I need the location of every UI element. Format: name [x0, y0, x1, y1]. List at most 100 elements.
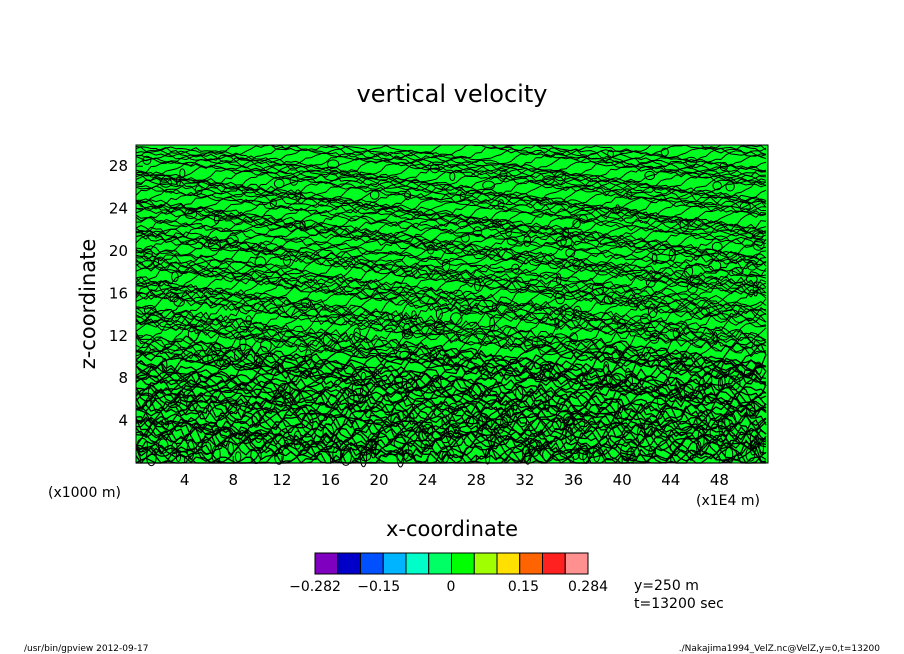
- y-tick-label: 12: [109, 327, 128, 345]
- contour-line: [135, 197, 767, 220]
- x-tick-label: 32: [515, 471, 534, 489]
- contour-line: [135, 261, 767, 291]
- contour-loop: [435, 323, 445, 336]
- contour-loop: [429, 349, 438, 362]
- contour-loop: [480, 366, 489, 381]
- contour-line: [135, 155, 767, 172]
- contour-loop: [459, 191, 466, 201]
- contour-loop: [201, 441, 212, 456]
- contour-loop: [572, 257, 581, 270]
- contour-loop: [219, 426, 231, 439]
- contour-line: [135, 227, 767, 255]
- contour-loop: [501, 408, 511, 426]
- info-time: t=13200 sec: [634, 596, 724, 612]
- contour-line: [135, 411, 767, 458]
- colorbar-cell: [405, 552, 430, 575]
- contour-loop: [544, 394, 550, 413]
- x-tick-label: 36: [564, 471, 583, 489]
- contour-loop: [289, 175, 299, 186]
- contour-line: [135, 356, 767, 394]
- contour-loop: [147, 385, 157, 402]
- contour-loop: [572, 305, 583, 320]
- contour-line: [135, 179, 767, 201]
- contour-line: [135, 279, 767, 311]
- contour-loop: [408, 412, 415, 425]
- contour-loop: [233, 347, 243, 362]
- contour-line: [135, 252, 767, 281]
- colorbar-tick-label: 0.15: [508, 579, 539, 595]
- contour-loop: [441, 414, 451, 431]
- x-tick-label: 48: [710, 471, 729, 489]
- contour-loop: [727, 405, 735, 416]
- contour-loop: [649, 332, 660, 344]
- contour-loop: [304, 349, 313, 366]
- contour-loop: [450, 312, 463, 326]
- contour-loop: [175, 176, 181, 187]
- contour-loop: [611, 349, 621, 362]
- contour-line: [135, 308, 767, 339]
- colorbar-cell: [314, 552, 339, 575]
- contour-line: [135, 255, 767, 285]
- contour-loop: [143, 248, 153, 260]
- y-axis-label: z-coordinate: [76, 239, 100, 370]
- x-tick-label: 16: [321, 471, 340, 489]
- contour-line: [135, 388, 767, 432]
- contour-loop: [227, 441, 234, 456]
- contour-loop: [712, 332, 718, 345]
- contour-line: [135, 303, 767, 335]
- contour-line: [135, 416, 767, 460]
- contour-loop: [238, 430, 246, 444]
- contour-loop: [524, 338, 534, 350]
- contour-loop: [636, 424, 646, 444]
- contour-loop: [490, 428, 496, 448]
- contour-line: [135, 160, 767, 178]
- x-tick-label: 44: [661, 471, 680, 489]
- contour-loop: [439, 433, 452, 444]
- contour-line: [135, 149, 767, 167]
- contour-loop: [468, 384, 482, 400]
- contour-loop: [401, 328, 414, 340]
- contour-loop: [748, 407, 757, 417]
- contour-line: [135, 340, 767, 374]
- colorbar-cell: [451, 552, 475, 575]
- contour-loop: [651, 252, 658, 265]
- contour-loop: [539, 364, 551, 382]
- contour-loop: [700, 306, 710, 317]
- x-tick-label: 4: [180, 471, 190, 489]
- contour-loop: [591, 282, 604, 296]
- contour-line: [135, 294, 767, 326]
- contour-loop: [536, 335, 547, 348]
- y-axis-ticks: 4 8 12 16 20 24 28: [109, 157, 143, 430]
- contour-line: [135, 366, 767, 406]
- contour-loop: [676, 360, 684, 370]
- contour-loop: [256, 356, 263, 368]
- contour-loop: [142, 155, 152, 165]
- y-tick-label: 28: [109, 157, 128, 175]
- contour-loop: [426, 244, 435, 255]
- contour-loop: [186, 394, 199, 412]
- contour-loop: [254, 430, 263, 444]
- contour-line: [135, 345, 767, 383]
- contour-loop: [187, 326, 199, 342]
- contour-line: [135, 311, 767, 344]
- contour-loop: [152, 257, 160, 268]
- contour-loop: [174, 393, 182, 407]
- contour-loop: [208, 239, 221, 252]
- contour-loop: [620, 442, 632, 462]
- contour-loop: [359, 451, 372, 462]
- contour-lines: [135, 144, 767, 468]
- colorbar-tick-label: 0: [447, 579, 456, 595]
- contour-loop: [579, 372, 588, 383]
- contour-line: [135, 188, 767, 210]
- contour-loop: [466, 415, 475, 427]
- contour-loop: [725, 181, 735, 192]
- contour-line: [135, 403, 767, 448]
- contour-loop: [739, 201, 751, 213]
- contour-loop: [645, 277, 656, 288]
- x-tick-label: 24: [418, 471, 437, 489]
- contour-loop: [273, 178, 285, 189]
- contour-loop: [684, 264, 694, 278]
- colorbar-cell: [496, 552, 521, 575]
- contour-loop: [536, 439, 542, 454]
- contour-line: [135, 282, 767, 314]
